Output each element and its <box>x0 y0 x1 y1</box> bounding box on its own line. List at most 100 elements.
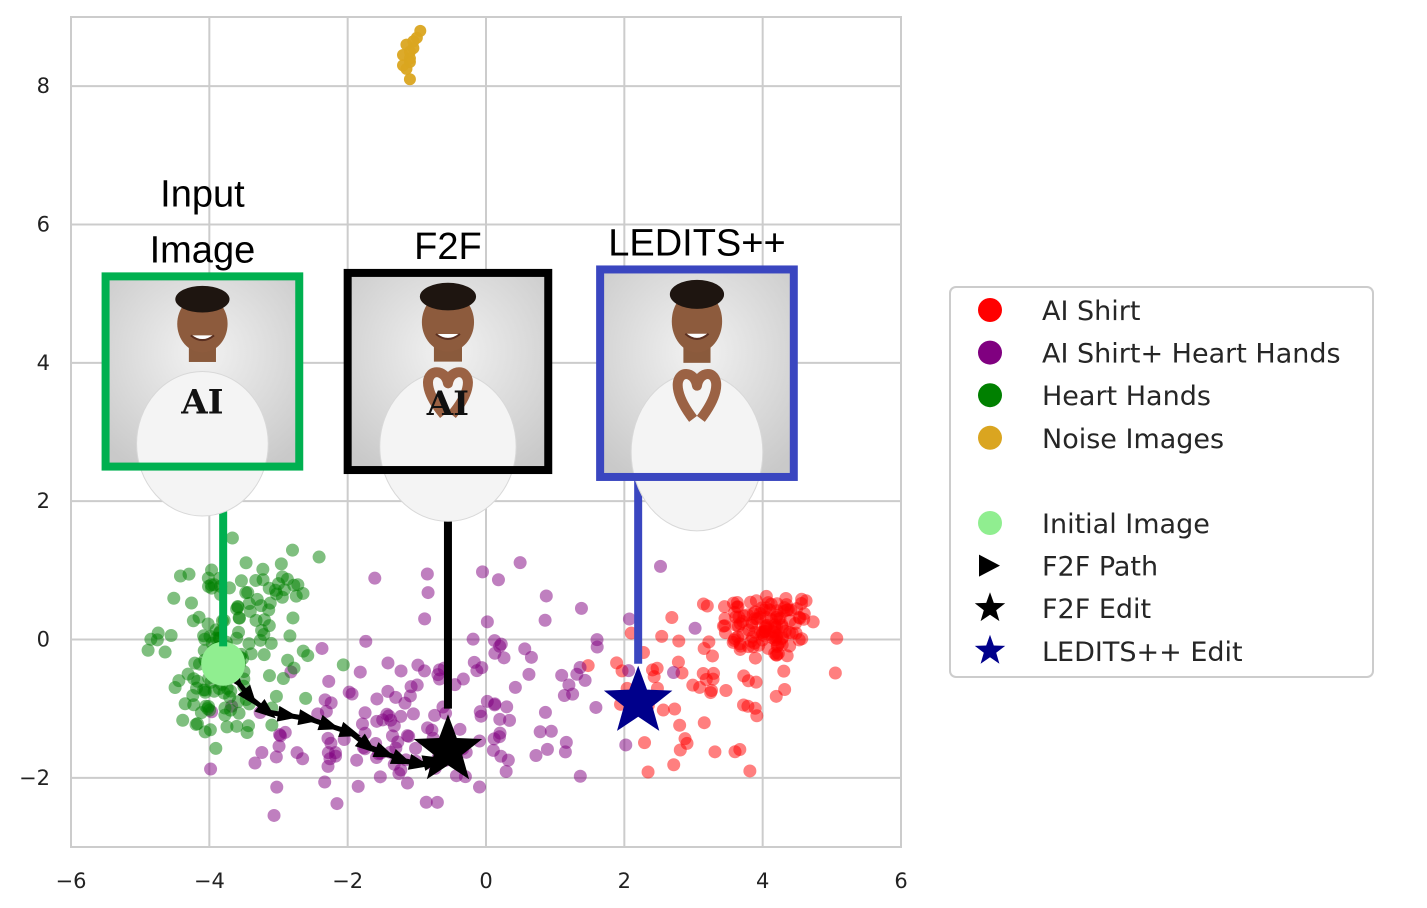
ai-shirt-heart-hands-point <box>501 753 515 767</box>
input-shirt <box>136 370 269 517</box>
ai-shirt-point <box>656 703 670 717</box>
legend-marker-ledits-edit <box>974 634 1006 664</box>
ai-shirt-heart-hands-point <box>430 795 444 809</box>
ai-shirt-heart-hands-point <box>466 632 480 646</box>
ai-shirt-heart-hands-point <box>402 729 416 743</box>
f2f-shirt-text: AI <box>426 384 469 424</box>
ai-shirt-heart-hands-point <box>667 666 681 680</box>
ai-shirt-heart-hands-point <box>475 661 489 675</box>
legend-label-f2f-path: F2F Path <box>1042 552 1158 583</box>
legend-marker-heart-hands <box>978 383 1002 408</box>
ai-shirt-heart-hands-point <box>522 667 536 681</box>
f2f-path <box>221 662 450 771</box>
ai-shirt-heart-hands-point <box>538 613 552 627</box>
heart-hands-point <box>141 643 155 657</box>
ai-shirt-heart-hands-point <box>439 706 453 720</box>
ai-shirt-heart-hands-point <box>315 641 329 655</box>
heart-hands-point <box>230 719 244 733</box>
ai-shirt-point <box>777 664 791 678</box>
x-tick-label: −4 <box>194 869 225 893</box>
input-smile <box>190 334 215 342</box>
ai-shirt-heart-hands-point <box>368 571 382 585</box>
f2f-thumbnail: AI F2F <box>343 226 553 709</box>
ai-shirt-point <box>729 618 743 632</box>
ai-shirt-point <box>749 675 763 689</box>
heart-hands-point <box>182 567 196 581</box>
ai-shirt-heart-hands-point <box>533 725 547 739</box>
heart-hands-point <box>281 653 295 667</box>
ai-shirt-heart-hands-point <box>473 780 487 794</box>
ai-shirt-heart-hands-point <box>358 706 372 720</box>
ledits-thumbnail: LEDITS++ <box>596 222 798 664</box>
legend: AI Shirt AI Shirt+ Heart Hands Heart Hands… <box>949 286 1374 678</box>
ai-shirt-heart-hands-point <box>323 752 337 766</box>
heart-hands-point <box>201 617 215 631</box>
heart-hands-point <box>158 645 172 659</box>
ai-shirt-heart-hands-point <box>562 678 576 692</box>
ai-shirt-point <box>719 683 733 697</box>
heart-hands-point <box>151 626 165 640</box>
ledits-border <box>596 265 798 481</box>
ai-shirt-heart-hands-point <box>391 735 405 749</box>
ai-shirt-point <box>702 635 716 649</box>
legend-label-f2f-edit: F2F Edit <box>1042 594 1151 625</box>
f2f-path-arrow <box>317 714 340 731</box>
legend-label-ledits-edit: LEDITS++ Edit <box>1042 637 1243 668</box>
ai-shirt-heart-hands-point <box>473 705 487 719</box>
ai-shirt-point <box>770 608 784 622</box>
ai-shirt-heart-hands-point <box>248 756 262 770</box>
ai-shirt-heart-hands-point <box>406 707 420 721</box>
heart-hands-point <box>269 689 283 703</box>
f2f-border <box>343 268 553 475</box>
ai-shirt-point <box>770 640 784 654</box>
ai-shirt-heart-hands-point <box>475 565 489 579</box>
ai-shirt-heart-hands-point <box>480 694 494 708</box>
ai-shirt-point <box>665 611 679 625</box>
heart-hands-point <box>172 674 186 688</box>
ai-shirt-point <box>707 666 721 680</box>
ai-shirt-heart-hands-point <box>269 750 283 764</box>
input-title: Input <box>160 173 245 215</box>
ai-shirt-point <box>828 666 842 680</box>
heart-hands-point <box>243 604 257 618</box>
ai-shirt-point <box>667 758 681 772</box>
ai-shirt-heart-hands-point <box>381 656 395 670</box>
heart-hands-point <box>232 611 246 625</box>
ai-shirt-heart-hands-point <box>654 559 668 573</box>
heart-hands-point <box>205 563 219 577</box>
heart-hands-point <box>239 586 253 600</box>
ai-shirt-point <box>799 594 813 608</box>
x-tick-label: 0 <box>479 869 492 893</box>
ai-shirt-point <box>733 743 747 757</box>
ai-shirt-heart-hands-point <box>570 667 584 681</box>
heart-hands-point <box>262 669 276 683</box>
y-tick-label: 0 <box>37 628 50 652</box>
ai-shirt-point <box>736 627 750 641</box>
ai-shirt-point <box>655 629 669 643</box>
f2f-path-arrow <box>372 742 395 758</box>
ai-shirt-point <box>673 718 687 732</box>
ledits-title: LEDITS++ <box>608 222 785 264</box>
ai-shirt-point <box>668 702 682 716</box>
x-tick-label: 2 <box>618 869 631 893</box>
plot-frame <box>70 16 902 848</box>
ai-shirt-point <box>743 595 757 609</box>
f2f-hair <box>419 282 477 311</box>
legend-marker-noise-images <box>978 425 1002 450</box>
f2f-path-arrow <box>276 705 299 722</box>
heart-hands-point <box>220 720 234 734</box>
ai-shirt-heart-hands-point <box>559 735 573 749</box>
ai-shirt-point <box>789 626 803 640</box>
legend-box <box>949 286 1374 678</box>
ai-shirt-point <box>647 670 661 684</box>
heart-hands-point <box>178 697 192 711</box>
ai-shirt-heart-hands-point <box>278 725 292 739</box>
ai-shirt-heart-hands-point <box>380 707 394 721</box>
ai-shirt-point <box>737 669 751 683</box>
legend-label-initial-image: Initial Image <box>1042 509 1210 540</box>
f2f-smile <box>435 333 461 340</box>
ai-shirt-heart-hands-point <box>421 586 435 600</box>
ai-shirt-heart-hands-point <box>573 769 587 783</box>
ai-shirt-heart-hands-point <box>456 672 470 686</box>
f2f-path-arrow <box>338 721 361 738</box>
